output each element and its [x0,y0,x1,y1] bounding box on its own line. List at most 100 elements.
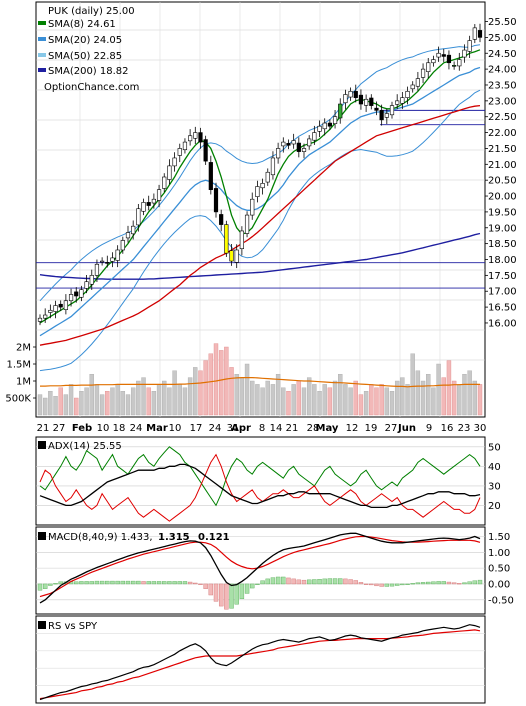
volume-bar [250,380,255,416]
candle-body [452,65,457,67]
candle-body [389,105,395,116]
candle-body [234,249,239,263]
candle-body [281,141,286,147]
candle-body [353,91,358,98]
x-tick-label: Mar [146,423,168,434]
volume-bar [363,391,369,416]
candle-body [115,249,120,261]
candle-body [136,208,141,226]
macd-hist-bar [451,582,457,585]
candle-body [374,107,379,111]
macd-hist-bar [477,579,483,585]
adx-panel: 50 40 30 20 ADX(14) 25.55 [35,436,501,526]
candle-body [193,132,198,139]
candle-body [182,141,188,151]
macd-hist-bar [234,583,239,605]
macd-hist-bar [415,582,421,585]
macd-hist-bar [182,581,188,585]
macd-title: MACD(8,40,9) 1.433, [48,532,153,543]
candle-body [307,138,312,147]
watermark: OptionChance.com [44,82,139,93]
volume-bar [451,380,457,416]
rs-panel-frame [35,615,486,704]
y-tick-label: 17.00 [488,287,517,298]
macd-hist-bar [141,581,146,585]
x-tick-label: 21 [37,423,50,434]
macd-hist-bar [472,580,478,585]
macd-hist-bar [363,583,369,585]
candle-body [68,294,74,302]
candle-body [146,202,151,206]
candle-body [265,171,270,183]
candle-body [343,94,348,104]
volume-bar [467,370,472,416]
volume-bar [89,374,94,416]
candle-body [213,188,219,213]
y-tick-label: 24.50 [488,49,517,60]
candle-body [58,303,63,308]
macd-tick-label: 1.50 [488,532,510,543]
macd-hist-bar [332,578,338,585]
volume-bar [291,384,296,416]
volume-bar [136,380,141,416]
volume-bar [389,391,395,416]
candle-body [291,140,296,145]
adx-y-ticks: 50 40 30 20 [488,442,501,512]
volume-bar [353,380,358,416]
macd-hist-bar [389,583,395,587]
macd-hist-bar [260,580,265,585]
volume-bar [172,370,177,416]
volume-bar [58,387,63,416]
candle-body [94,263,100,276]
candle-body [105,262,110,264]
rs-ma-series [39,629,481,700]
candle-body [286,143,291,146]
candle-body [89,275,94,285]
candle-body [43,314,48,319]
macd-hist-bar [239,583,245,600]
macd-hist-bar [167,581,172,585]
candle-body [312,132,317,141]
macd-hist-bar [296,579,302,585]
candle-body [441,54,446,57]
upper-band-series [39,44,481,302]
price-panel: 25.50 25.00 24.50 24.00 23.50 23.00 22.50 22.00… [5,1,517,418]
macd-hist-bar [74,581,79,585]
macd-hist-bar [431,581,436,585]
volume-bar [306,377,312,416]
volume-bar [213,343,219,416]
legend-swatch-sma200 [38,68,46,72]
y-tick-label: 25.50 [488,17,517,28]
macd-hist-bar [306,579,312,585]
x-tick-label: 23 [458,423,471,434]
volume-bar [198,370,203,416]
volume-bar [99,394,105,416]
macd-hist-bar [162,581,167,585]
macd-hist-bar [208,583,214,596]
volume-bar [446,360,452,416]
y-tick-label: 22.50 [488,112,517,123]
price-panel-frame [35,1,486,418]
y-tick-label: 18.50 [488,239,517,250]
candle-body [224,224,229,254]
macd-hist-bar [286,577,291,585]
macd-hist-bar [436,581,441,585]
candlesticks [37,23,483,326]
volume-bar [477,384,483,416]
volume-bar [125,394,131,416]
volume-bar [146,387,151,416]
y-tick-label: 21.00 [488,160,517,171]
macd-hist-bar [441,581,446,585]
candle-body [74,291,79,297]
lower-band-series [39,89,481,372]
volume-bar [436,363,441,416]
volume-bar [317,391,322,416]
x-tick-label: 24 [130,423,143,434]
legend-sma50: SMA(50) 22.85 [48,51,122,62]
minus-di-series [39,453,481,522]
x-tick-label: 18 [113,423,126,434]
volume-bar [281,387,286,416]
volume-bar [312,384,317,416]
volume-bar [348,387,353,416]
